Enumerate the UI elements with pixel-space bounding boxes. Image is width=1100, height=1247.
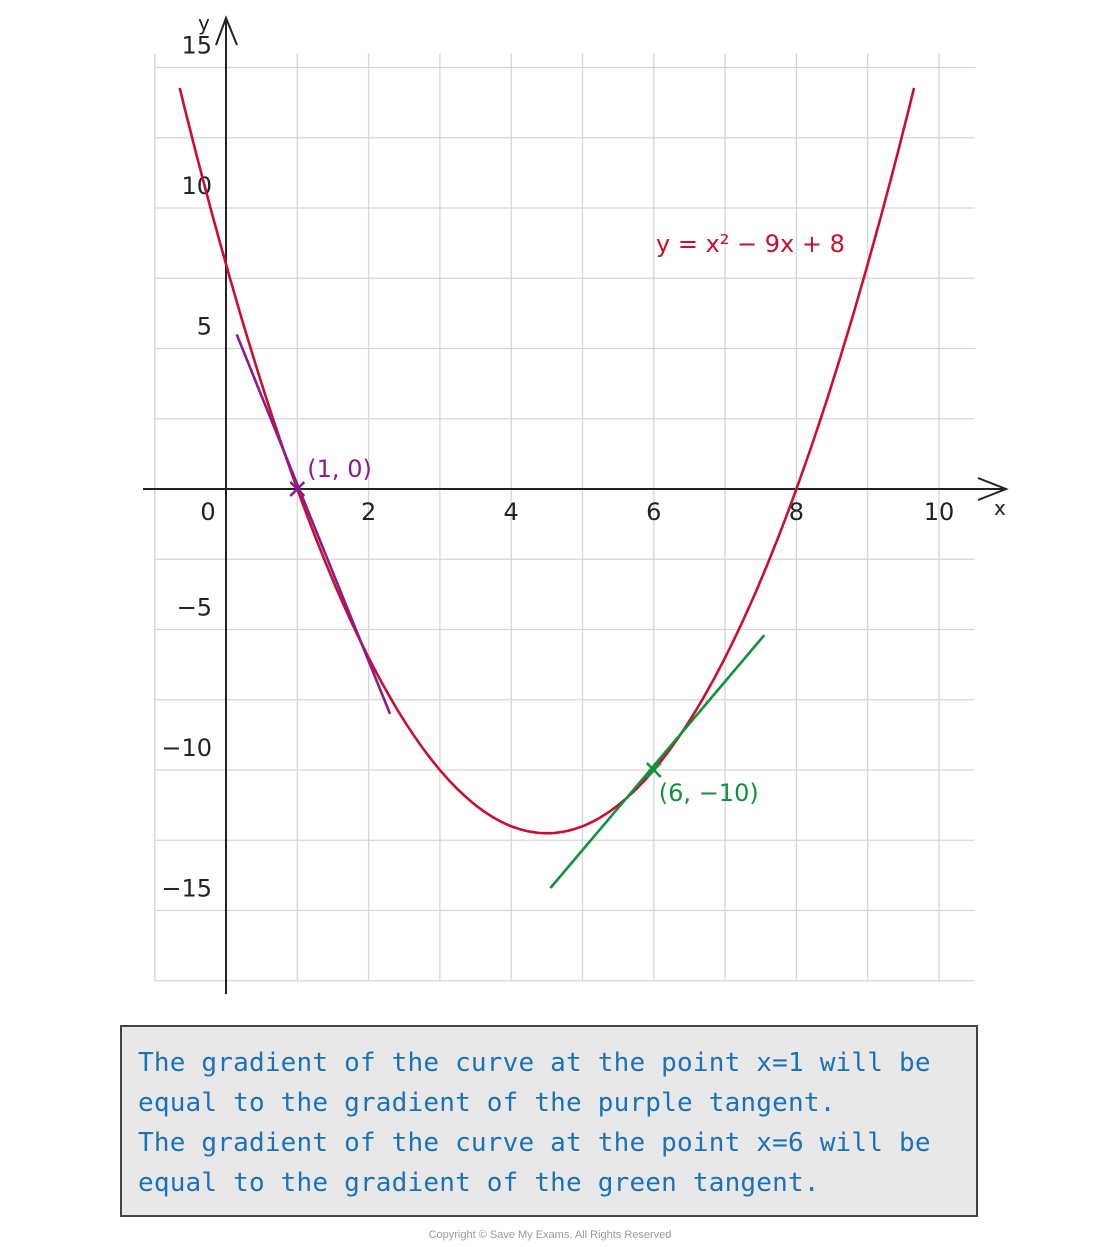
y-tick-label: 5 bbox=[197, 313, 212, 341]
note-line: The gradient of the curve at the point x… bbox=[138, 1048, 931, 1078]
x-axis-label: x bbox=[994, 496, 1006, 520]
x-tick-label: 0 bbox=[200, 498, 215, 526]
green-tangent-line bbox=[549, 634, 766, 889]
series: y = x² − 9x + 8 bbox=[178, 87, 916, 889]
cross-stroke bbox=[289, 481, 306, 497]
note-line: equal to the gradient of the green tange… bbox=[138, 1168, 820, 1198]
x-tick-label: 6 bbox=[646, 498, 661, 526]
purple-tangent-line bbox=[235, 333, 392, 715]
y-axis-label: y bbox=[198, 11, 210, 35]
y-tick-label: −10 bbox=[161, 734, 212, 762]
x-tick-label: 8 bbox=[789, 498, 804, 526]
curve-equation-label: y = x² − 9x + 8 bbox=[656, 230, 845, 258]
y-tick-label: −15 bbox=[161, 875, 212, 903]
y-tick-label: −5 bbox=[177, 594, 212, 622]
point-marker-6-neg10 bbox=[645, 762, 662, 778]
grid bbox=[154, 53, 975, 982]
x-tick-label: 2 bbox=[361, 498, 376, 526]
point-label: (1, 0) bbox=[307, 455, 372, 483]
note-line: equal to the gradient of the purple tang… bbox=[138, 1088, 836, 1118]
point-label: (6, −10) bbox=[659, 779, 759, 807]
axes: xy bbox=[143, 11, 1009, 994]
y-axis-arrow bbox=[215, 15, 238, 46]
copyright-notice: Copyright © Save My Exams. All Rights Re… bbox=[428, 1229, 672, 1241]
curve-series bbox=[178, 87, 916, 835]
note-line: The gradient of the curve at the point x… bbox=[138, 1128, 931, 1158]
y-tick-label: 15 bbox=[181, 32, 212, 60]
annotations: (1, 0) (6, −10) bbox=[289, 455, 759, 807]
x-tick-label: 10 bbox=[924, 498, 955, 526]
point-marker-1-0 bbox=[289, 481, 306, 497]
x-tick-label: 4 bbox=[504, 498, 519, 526]
explanation-box: The gradient of the curve at the point x… bbox=[120, 1025, 978, 1217]
cross-stroke bbox=[645, 762, 662, 778]
x-axis-arrow bbox=[977, 477, 1009, 501]
